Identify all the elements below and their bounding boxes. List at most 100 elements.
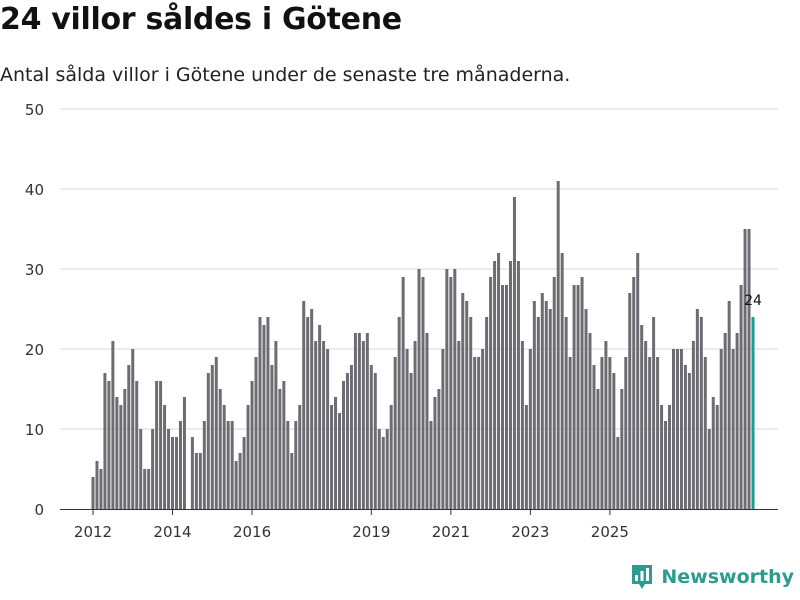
- bar: [417, 269, 421, 509]
- bar: [544, 301, 548, 509]
- bar: [699, 317, 703, 509]
- x-tick-label: 2023: [511, 523, 549, 541]
- bar: [365, 333, 369, 509]
- bar: [683, 365, 687, 509]
- y-tick-label: 40: [25, 181, 44, 199]
- bar: [723, 333, 727, 509]
- bar: [409, 373, 413, 509]
- bar: [743, 229, 747, 509]
- bar: [322, 341, 326, 509]
- bar: [672, 349, 675, 509]
- bar: [588, 333, 592, 509]
- bar: [675, 349, 679, 509]
- bar: [691, 341, 695, 509]
- bar: [262, 325, 266, 509]
- bar: [210, 365, 214, 509]
- bar: [497, 253, 501, 509]
- bar: [413, 341, 417, 509]
- bar: [298, 405, 302, 509]
- bar: [548, 309, 552, 509]
- bar: [107, 381, 111, 509]
- bar: [445, 269, 449, 509]
- bar: [433, 397, 437, 509]
- bar: [532, 301, 536, 509]
- chart-subtitle: Antal sålda villor i Götene under de sen…: [0, 64, 571, 86]
- bar: [246, 405, 250, 509]
- bar: [175, 437, 178, 509]
- bar: [393, 357, 397, 509]
- bar: [377, 429, 381, 509]
- bar: [99, 469, 103, 509]
- bar: [652, 317, 656, 509]
- bar: [326, 349, 330, 509]
- bar: [286, 421, 290, 509]
- bar: [441, 349, 445, 509]
- bar: [687, 373, 691, 509]
- bar: [151, 429, 155, 509]
- bar: [218, 389, 222, 509]
- brand-name: Newsworthy: [661, 566, 794, 588]
- bar: [401, 277, 405, 509]
- bar: [540, 293, 544, 509]
- bar: [679, 349, 683, 509]
- bar: [489, 277, 493, 509]
- bar: [226, 421, 230, 509]
- bar: [556, 181, 560, 509]
- bar: [715, 405, 719, 509]
- bar: [143, 469, 147, 509]
- bar: [632, 277, 636, 509]
- bar: [182, 397, 186, 509]
- bar: [318, 325, 322, 509]
- x-tick-label: 2021: [432, 523, 470, 541]
- bar: [302, 301, 306, 509]
- bar: [155, 381, 159, 509]
- bar-highlight: [751, 317, 755, 509]
- bar: [528, 349, 532, 509]
- bar: [524, 405, 528, 509]
- bar: [664, 421, 668, 509]
- bar: [381, 437, 385, 509]
- bar: [457, 341, 461, 509]
- bar: [234, 461, 238, 509]
- bar: [612, 373, 616, 509]
- bar: [640, 325, 644, 509]
- bar: [254, 357, 258, 509]
- bar: [258, 317, 262, 509]
- bar: [310, 309, 314, 509]
- bar: [512, 197, 516, 509]
- bar: [202, 421, 206, 509]
- bar: [636, 253, 640, 509]
- bar: [190, 437, 194, 509]
- bar: [178, 421, 182, 509]
- bar: [290, 453, 294, 509]
- bar: [139, 429, 143, 509]
- x-axis-ticks: 2012 2014 2016 2019 2021 2023 2025: [74, 509, 629, 541]
- y-tick-label: 30: [25, 261, 44, 279]
- bar: [739, 285, 743, 509]
- bar: [206, 373, 210, 509]
- bar: [747, 229, 751, 509]
- bar: [473, 357, 477, 509]
- bar: [465, 301, 469, 509]
- bar: [171, 437, 175, 509]
- bar: [536, 317, 540, 509]
- bar: [572, 285, 576, 509]
- bar: [135, 381, 139, 509]
- bar: [198, 453, 202, 509]
- bar: [719, 349, 723, 509]
- bar: [429, 421, 433, 509]
- bar: [369, 365, 373, 509]
- bar: [604, 341, 608, 509]
- bar: [600, 357, 604, 509]
- bar: [449, 277, 453, 509]
- bar: [250, 381, 254, 509]
- bar: [703, 357, 707, 509]
- bar: [147, 469, 151, 509]
- newsworthy-logo-icon: [632, 565, 653, 589]
- brand-logo: Newsworthy: [629, 562, 794, 592]
- bar: [341, 381, 345, 509]
- bar: [660, 405, 664, 509]
- bar: [167, 429, 171, 509]
- bar: [314, 341, 318, 509]
- x-tick-label: 2012: [74, 523, 112, 541]
